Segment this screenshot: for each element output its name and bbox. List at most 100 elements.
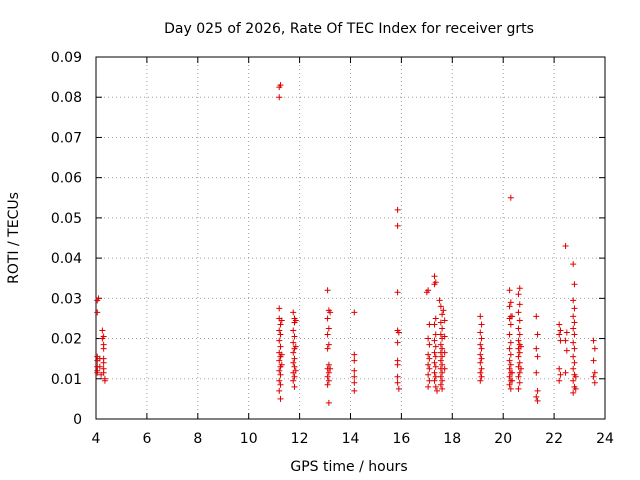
data-point bbox=[431, 377, 438, 384]
data-point bbox=[571, 345, 578, 352]
data-point bbox=[533, 313, 540, 320]
data-point bbox=[434, 387, 441, 394]
data-point bbox=[277, 371, 284, 378]
data-point bbox=[437, 319, 444, 326]
data-point bbox=[432, 373, 439, 380]
data-point bbox=[277, 381, 284, 388]
data-point bbox=[432, 363, 439, 370]
data-point bbox=[477, 359, 484, 366]
data-point bbox=[534, 397, 541, 404]
data-point bbox=[591, 369, 598, 376]
data-point bbox=[437, 303, 444, 310]
data-point bbox=[570, 353, 577, 360]
data-point bbox=[570, 261, 577, 268]
data-point bbox=[515, 353, 522, 360]
data-point bbox=[557, 371, 564, 378]
data-point bbox=[509, 313, 516, 320]
x-tick-label: 20 bbox=[494, 431, 512, 447]
data-point bbox=[591, 379, 598, 386]
data-point bbox=[324, 315, 331, 322]
data-point bbox=[556, 377, 563, 384]
data-point bbox=[325, 361, 332, 368]
y-tick-label: 0.04 bbox=[51, 251, 82, 267]
data-point bbox=[572, 373, 579, 380]
data-point bbox=[426, 365, 433, 372]
data-point bbox=[477, 341, 484, 348]
data-point bbox=[290, 359, 297, 366]
y-tick-label: 0.01 bbox=[51, 372, 82, 388]
data-point bbox=[591, 345, 598, 352]
data-point bbox=[515, 373, 522, 380]
data-point bbox=[570, 389, 577, 396]
data-point bbox=[290, 339, 297, 346]
data-point bbox=[437, 357, 444, 364]
data-point bbox=[590, 373, 597, 380]
data-point bbox=[292, 317, 299, 324]
data-point bbox=[324, 381, 331, 388]
data-point bbox=[276, 387, 283, 394]
data-point bbox=[277, 331, 284, 338]
data-point bbox=[506, 381, 513, 388]
x-tick-label: 10 bbox=[240, 431, 258, 447]
data-point bbox=[506, 287, 513, 294]
data-point bbox=[432, 353, 439, 360]
data-point bbox=[516, 317, 523, 324]
data-point bbox=[506, 357, 513, 364]
x-tick-label: 24 bbox=[596, 431, 614, 447]
data-point bbox=[571, 359, 578, 366]
data-point bbox=[516, 331, 523, 338]
data-points bbox=[94, 82, 598, 406]
data-point bbox=[431, 369, 438, 376]
data-point bbox=[394, 361, 401, 368]
data-point bbox=[437, 381, 444, 388]
data-point bbox=[515, 291, 522, 298]
data-point bbox=[290, 377, 297, 384]
data-point bbox=[432, 383, 439, 390]
data-point bbox=[431, 349, 438, 356]
data-point bbox=[351, 373, 358, 380]
x-tick-label: 12 bbox=[291, 431, 309, 447]
data-point bbox=[290, 309, 297, 316]
data-point bbox=[277, 343, 284, 350]
data-point bbox=[394, 373, 401, 380]
data-point bbox=[516, 379, 523, 386]
data-point bbox=[276, 367, 283, 374]
data-point bbox=[100, 359, 107, 366]
data-point bbox=[431, 321, 438, 328]
data-point bbox=[325, 377, 332, 384]
data-point bbox=[562, 243, 569, 250]
data-point bbox=[425, 371, 432, 378]
data-point bbox=[432, 315, 439, 322]
data-point bbox=[563, 329, 570, 336]
y-tick-label: 0.05 bbox=[51, 211, 82, 227]
data-point bbox=[436, 297, 443, 304]
data-point bbox=[590, 337, 597, 344]
data-point bbox=[327, 309, 334, 316]
data-point bbox=[534, 353, 541, 360]
data-point bbox=[439, 369, 446, 376]
data-point bbox=[276, 305, 283, 312]
data-point bbox=[291, 383, 298, 390]
data-point bbox=[515, 385, 522, 392]
data-point bbox=[324, 331, 331, 338]
data-point bbox=[557, 337, 564, 344]
data-point bbox=[478, 355, 485, 362]
data-point bbox=[277, 321, 284, 328]
x-tick-label: 22 bbox=[545, 431, 563, 447]
data-point bbox=[278, 317, 285, 324]
data-point bbox=[478, 373, 485, 380]
data-point bbox=[432, 343, 439, 350]
y-tick-label: 0.06 bbox=[51, 171, 82, 187]
y-tick-label: 0.07 bbox=[51, 130, 82, 146]
data-point bbox=[506, 365, 513, 372]
data-point bbox=[100, 345, 107, 352]
data-point bbox=[394, 379, 401, 386]
data-point bbox=[431, 281, 438, 288]
data-point bbox=[516, 285, 523, 292]
data-point bbox=[570, 377, 577, 384]
data-point bbox=[515, 325, 522, 332]
data-point bbox=[518, 365, 525, 372]
data-point bbox=[477, 369, 484, 376]
x-tick-label: 6 bbox=[142, 431, 151, 447]
data-point bbox=[571, 281, 578, 288]
